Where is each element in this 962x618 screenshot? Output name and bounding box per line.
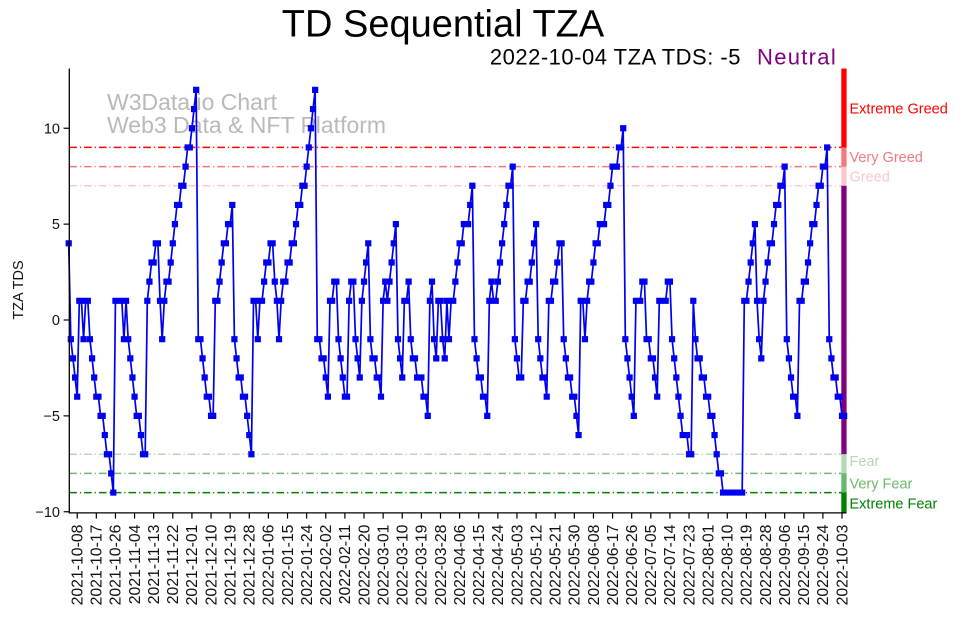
svg-text:Extreme Fear: Extreme Fear — [850, 497, 938, 513]
svg-text:2022-02-20: 2022-02-20 — [356, 524, 373, 605]
svg-text:2022-01-15: 2022-01-15 — [280, 524, 297, 605]
svg-text:2022-04-24: 2022-04-24 — [490, 524, 507, 605]
svg-text:2022-05-30: 2022-05-30 — [567, 524, 584, 605]
svg-text:2021-11-13: 2021-11-13 — [146, 524, 163, 604]
svg-text:TZA TDS: TZA TDS — [11, 260, 27, 319]
svg-text:2022-03-28: 2022-03-28 — [433, 524, 450, 605]
svg-text:2021-11-22: 2021-11-22 — [165, 525, 182, 605]
svg-text:2021-12-28: 2021-12-28 — [242, 524, 259, 605]
svg-text:2022-05-12: 2022-05-12 — [528, 525, 545, 606]
svg-text:Web3 Data & NFT Platform: Web3 Data & NFT Platform — [107, 112, 386, 138]
svg-text:2022-08-19: 2022-08-19 — [739, 524, 756, 605]
svg-text:2022-05-03: 2022-05-03 — [509, 524, 526, 605]
svg-text:2022-02-02: 2022-02-02 — [318, 525, 335, 606]
svg-text:Very Greed: Very Greed — [850, 150, 923, 166]
svg-text:2021-12-10: 2021-12-10 — [203, 524, 220, 605]
svg-text:2022-08-10: 2022-08-10 — [720, 524, 737, 605]
svg-text:2022-10-03: 2022-10-03 — [834, 524, 851, 605]
svg-text:Greed: Greed — [850, 170, 890, 186]
svg-text:0: 0 — [52, 313, 60, 329]
svg-text:2022-07-14: 2022-07-14 — [662, 524, 679, 605]
svg-text:2022-01-24: 2022-01-24 — [299, 524, 316, 605]
svg-text:2021-12-01: 2021-12-01 — [184, 524, 201, 605]
svg-text:2022-05-21: 2022-05-21 — [548, 524, 565, 605]
svg-text:−10: −10 — [35, 505, 60, 521]
svg-text:2022-07-23: 2022-07-23 — [681, 524, 698, 605]
svg-text:5: 5 — [52, 217, 60, 233]
svg-text:Very Fear: Very Fear — [850, 477, 913, 493]
svg-text:2022-07-05: 2022-07-05 — [643, 524, 660, 605]
svg-text:2022-01-06: 2022-01-06 — [261, 524, 278, 605]
svg-text:2021-12-19: 2021-12-19 — [222, 524, 239, 605]
svg-text:2022-04-15: 2022-04-15 — [471, 524, 488, 605]
svg-text:2022-04-06: 2022-04-06 — [452, 524, 469, 605]
svg-text:2022-03-01: 2022-03-01 — [375, 524, 392, 605]
svg-text:TD Sequential TZA: TD Sequential TZA — [282, 4, 605, 46]
svg-text:2022-08-28: 2022-08-28 — [758, 524, 775, 605]
svg-text:2022-03-10: 2022-03-10 — [395, 524, 412, 605]
svg-text:2022-10-04 TZA TDS: -5: 2022-10-04 TZA TDS: -5 — [490, 45, 741, 70]
svg-text:−5: −5 — [43, 409, 60, 425]
svg-text:2022-03-19: 2022-03-19 — [414, 524, 431, 605]
svg-text:2022-06-26: 2022-06-26 — [624, 524, 641, 605]
svg-text:2021-10-08: 2021-10-08 — [70, 524, 87, 605]
svg-text:2022-02-11: 2022-02-11 — [337, 524, 354, 604]
svg-text:2021-10-26: 2021-10-26 — [108, 524, 125, 605]
svg-text:2022-09-24: 2022-09-24 — [815, 524, 832, 605]
svg-text:2022-06-08: 2022-06-08 — [586, 524, 603, 605]
svg-text:2021-10-17: 2021-10-17 — [89, 525, 106, 606]
svg-text:Extreme Greed: Extreme Greed — [850, 102, 948, 118]
svg-text:10: 10 — [44, 121, 60, 137]
svg-text:2021-11-04: 2021-11-04 — [127, 524, 144, 604]
svg-text:2022-09-15: 2022-09-15 — [796, 524, 813, 605]
svg-text:2022-09-06: 2022-09-06 — [777, 524, 794, 605]
svg-text:2022-06-17: 2022-06-17 — [605, 525, 622, 606]
svg-text:2022-08-01: 2022-08-01 — [700, 524, 717, 605]
svg-text:Neutral: Neutral — [757, 45, 837, 70]
svg-text:Fear: Fear — [850, 454, 880, 470]
